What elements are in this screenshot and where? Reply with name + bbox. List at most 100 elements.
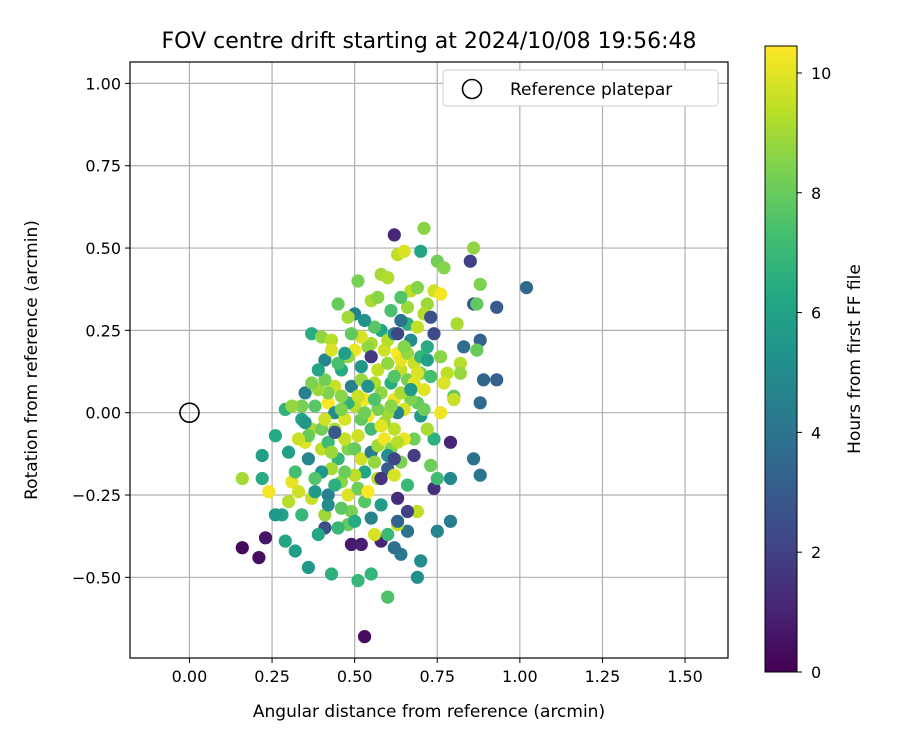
x-axis-ticks: 0.00 0.25 0.50 0.75 1.00 1.25 1.50 [172, 658, 703, 686]
colorbar-label: Hours from first FF file [845, 264, 865, 454]
scatter-point [414, 554, 428, 568]
legend-label: Reference platepar [510, 80, 672, 100]
scatter-point [430, 471, 444, 486]
scatter-point [252, 551, 266, 565]
scatter-point [387, 452, 401, 466]
scatter-point [397, 244, 411, 258]
scatter-point [394, 290, 408, 304]
scatter-point [321, 498, 335, 512]
scatter-point [282, 445, 296, 459]
scatter-point [358, 313, 372, 328]
legend: Reference platepar [442, 69, 719, 107]
scatter-point [344, 327, 358, 341]
y-tick-label: 0.50 [85, 239, 121, 258]
scatter-point [351, 389, 365, 403]
colorbar-tick-label: 2 [811, 543, 821, 562]
scatter-point [351, 481, 365, 495]
scatter-point [434, 287, 448, 301]
scatter-point [308, 485, 322, 499]
scatter-point [381, 356, 395, 370]
scatter-point [424, 310, 438, 324]
x-tick-label: 0.75 [419, 667, 455, 686]
scatter-point [364, 567, 378, 581]
scatter-point [334, 402, 348, 416]
scatter-point [417, 402, 431, 416]
scatter-point [301, 452, 315, 466]
scatter-point [285, 399, 299, 413]
scatter-point [321, 488, 335, 502]
scatter-point [351, 574, 365, 588]
scatter-point [384, 304, 398, 318]
scatter-point [321, 435, 335, 449]
scatter-point [311, 527, 325, 542]
scatter-point [371, 290, 385, 304]
y-axis-label: Rotation from reference (arcmin) [22, 220, 42, 500]
scatter-point [318, 373, 332, 387]
scatter-point [387, 468, 401, 482]
scatter-point [331, 356, 345, 370]
scatter-point [404, 392, 418, 407]
scatter-point [354, 330, 368, 344]
scatter-point [282, 495, 296, 509]
scatter-point [344, 379, 358, 393]
colorbar-tick-label: 10 [811, 64, 831, 83]
x-axis-label: Angular distance from reference (arcmin) [253, 702, 605, 722]
scatter-point [328, 478, 342, 492]
scatter-point [288, 465, 302, 479]
scatter-point [367, 455, 382, 469]
scatter-point [324, 343, 339, 357]
scatter-point [381, 590, 395, 604]
scatter-point [391, 491, 405, 505]
scatter-point [434, 406, 448, 420]
scatter-point [268, 429, 282, 443]
scatter-point [430, 524, 444, 538]
scatter-point [391, 435, 405, 449]
scatter-point [467, 241, 481, 255]
scatter-point [410, 320, 424, 334]
scatter-point [305, 327, 319, 341]
scatter-point [400, 504, 415, 519]
scatter-point [420, 353, 434, 367]
legend-marker-circle-icon [461, 78, 483, 100]
scatter-point [288, 544, 302, 558]
scatter-point [338, 346, 352, 360]
x-tick-label: 1.25 [585, 667, 621, 686]
scatter-point [443, 435, 458, 449]
scatter-point [473, 468, 487, 482]
scatter-point [424, 369, 438, 384]
scatter-point [358, 406, 372, 420]
scatter-point [305, 376, 319, 390]
scatter-point [298, 416, 312, 430]
scatter-point [361, 379, 375, 393]
legend-box [442, 69, 719, 107]
scatter-point [338, 412, 352, 426]
scatter-point [377, 432, 391, 446]
scatter-point [420, 297, 434, 311]
scatter-point [364, 511, 378, 525]
scatter-point [374, 419, 388, 433]
plot-frame [129, 61, 729, 659]
scatter-point [324, 567, 339, 581]
x-tick-label: 0.00 [172, 667, 208, 686]
scatter-point [427, 327, 441, 341]
scatter-point [467, 452, 481, 466]
scatter-point [391, 514, 405, 528]
scatter-point [367, 527, 382, 542]
scatter-point [519, 281, 534, 295]
scatter-point [424, 458, 438, 472]
scatter-point [321, 386, 335, 400]
scatter-point [381, 271, 395, 285]
scatter-point [354, 360, 368, 374]
scatter-point [344, 537, 358, 552]
scatter-point [324, 333, 339, 347]
scatter-point [364, 350, 378, 364]
y-tick-label: 0.75 [85, 157, 121, 176]
scatter-point [291, 432, 306, 446]
scatter-point [437, 376, 451, 390]
scatter-point [400, 524, 415, 538]
scatter-point [473, 333, 487, 347]
scatter-point [291, 485, 306, 499]
colorbar-tick-label: 8 [811, 184, 821, 203]
scatter-point [476, 373, 491, 387]
